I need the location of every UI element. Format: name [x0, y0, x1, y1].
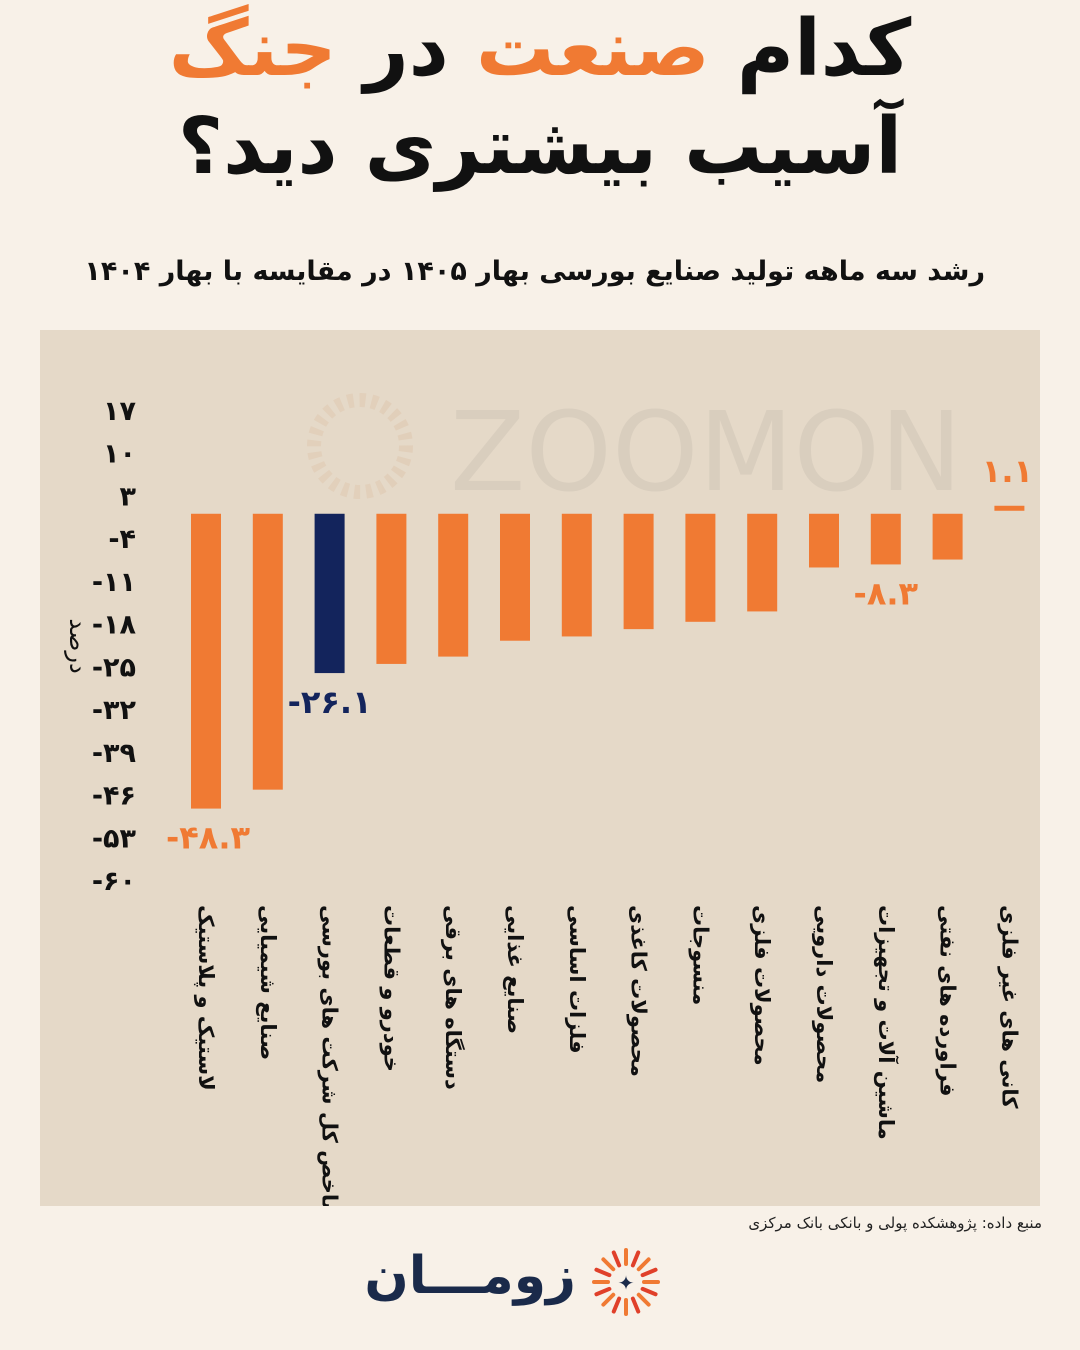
y-tick-label: ۱۷: [103, 396, 136, 427]
bars: [191, 505, 1025, 809]
data-label: -۸.۳: [854, 574, 919, 612]
bar: [438, 513, 469, 657]
page-title-line-1: کدام صنعت در جنگ: [0, 10, 1080, 88]
bar: [870, 513, 901, 565]
bar: [994, 505, 1025, 511]
y-tick-label: -۳۹: [92, 738, 136, 769]
title-word-jang: جنگ: [168, 4, 337, 94]
logo-ray: [640, 1267, 658, 1278]
logo-ray: [630, 1296, 641, 1314]
data-label: -۲۶.۱: [288, 683, 372, 721]
svg-text:✦: ✦: [618, 1271, 635, 1295]
page-title-line-2: آسیب بیشتری دید؟: [177, 102, 903, 192]
y-tick-label: -۱۱: [92, 567, 136, 598]
chart-panel: ZOOMON درصد ۱۷ ۱۰ ۳ -۴ -۱۱ -۱۸ -۲۵ -۳۲ -۳۹ -۴۶ -۵۳…: [40, 330, 1040, 1206]
x-tick-label: شاخص کل شرکت های بورسی: [318, 905, 342, 1206]
brand-name: زومـــان: [364, 1246, 576, 1306]
bar: [191, 513, 221, 809]
logo-ray: [630, 1250, 641, 1268]
x-axis-labels: لاستیک و پلاستیک صنایع شیمیایی شاخص کل شرک…: [194, 905, 1021, 1206]
bar: [747, 513, 778, 612]
bar: [376, 513, 407, 664]
title-word-kodam: کدام: [736, 4, 912, 94]
y-axis-title-group: درصد: [64, 618, 92, 673]
y-tick-label: -۵۳: [92, 823, 137, 854]
bar: [685, 513, 716, 622]
x-tick-label: ماشین آلات و تجهیزات: [874, 905, 899, 1140]
y-tick-label: -۴: [108, 524, 136, 555]
x-tick-label: فراورده های نفتی: [936, 905, 960, 1096]
watermark: ZOOMON: [307, 388, 962, 516]
data-label: ۱.۱: [982, 452, 1033, 490]
logo-ray: [611, 1296, 622, 1314]
bar-chart: ZOOMON درصد ۱۷ ۱۰ ۳ -۴ -۱۱ -۱۸ -۲۵ -۳۲ -۳۹ -۴۶ -۵۳…: [64, 388, 1033, 1206]
logo-ray: [601, 1292, 616, 1307]
y-tick-label: ۱۰: [103, 439, 136, 470]
x-tick-label: خودرو و قطعات: [379, 905, 403, 1072]
logo-ray: [611, 1250, 622, 1268]
watermark-text: ZOOMON: [450, 388, 962, 516]
title-word-dar: در: [363, 4, 449, 94]
y-tick-label: -۱۸: [92, 610, 137, 641]
x-tick-label: محصولات دارویی: [812, 905, 836, 1083]
title-word-sanat: صنعت: [475, 4, 710, 94]
bar: [623, 513, 654, 630]
logo-ray: [640, 1286, 658, 1297]
y-tick-label: -۴۶: [92, 781, 136, 812]
x-tick-label: منسوجات: [688, 905, 712, 1005]
logo-ray: [594, 1267, 612, 1278]
y-axis-ticks: ۱۷ ۱۰ ۳ -۴ -۱۱ -۱۸ -۲۵ -۳۲ -۳۹ -۴۶ -۵۳ -۶۰: [92, 396, 137, 897]
y-tick-label: -۶۰: [92, 866, 136, 897]
source-note: منبع داده: پژوهشکده پولی و بانکی بانک مر…: [748, 1214, 1042, 1232]
y-axis-title: درصد: [64, 618, 92, 673]
bar: [932, 513, 963, 560]
chart-title: رشد سه ماهه تولید صنایع بورسی بهار ۱۴۰۵ …: [84, 256, 985, 287]
x-tick-label: دستگاه های برقی: [441, 905, 466, 1090]
logo-ray: [601, 1257, 616, 1272]
y-tick-label: -۳۲: [92, 695, 137, 726]
x-tick-label: صنایع غذایی: [503, 905, 527, 1034]
x-tick-label: لاستیک و پلاستیک: [194, 905, 218, 1091]
bar: [252, 513, 283, 790]
bar: [314, 513, 345, 674]
data-labels: -۴۸.۳ -۲۶.۱ -۸.۳ ۱.۱: [166, 452, 1033, 857]
bar: [809, 513, 839, 568]
bar: [561, 513, 592, 637]
brand: زومـــان ✦: [364, 1242, 680, 1322]
y-tick-label: -۲۵: [92, 652, 136, 683]
x-tick-label: محصولات کاغذی: [627, 905, 651, 1077]
logo-ray: [636, 1292, 651, 1307]
y-tick-label: ۳: [120, 481, 137, 512]
x-tick-label: محصولات فلزی: [750, 905, 774, 1066]
bar: [500, 513, 530, 641]
x-tick-label: صنایع شیمیایی: [256, 905, 280, 1060]
x-tick-label: کانی های غیر فلزی: [997, 905, 1021, 1109]
sunburst-logo-icon: ✦: [592, 1248, 660, 1316]
x-tick-label: فلزات اساسی: [565, 905, 589, 1054]
logo-ray: [636, 1257, 651, 1272]
data-label: -۴۸.۳: [166, 819, 251, 857]
logo-ray: [594, 1286, 612, 1297]
